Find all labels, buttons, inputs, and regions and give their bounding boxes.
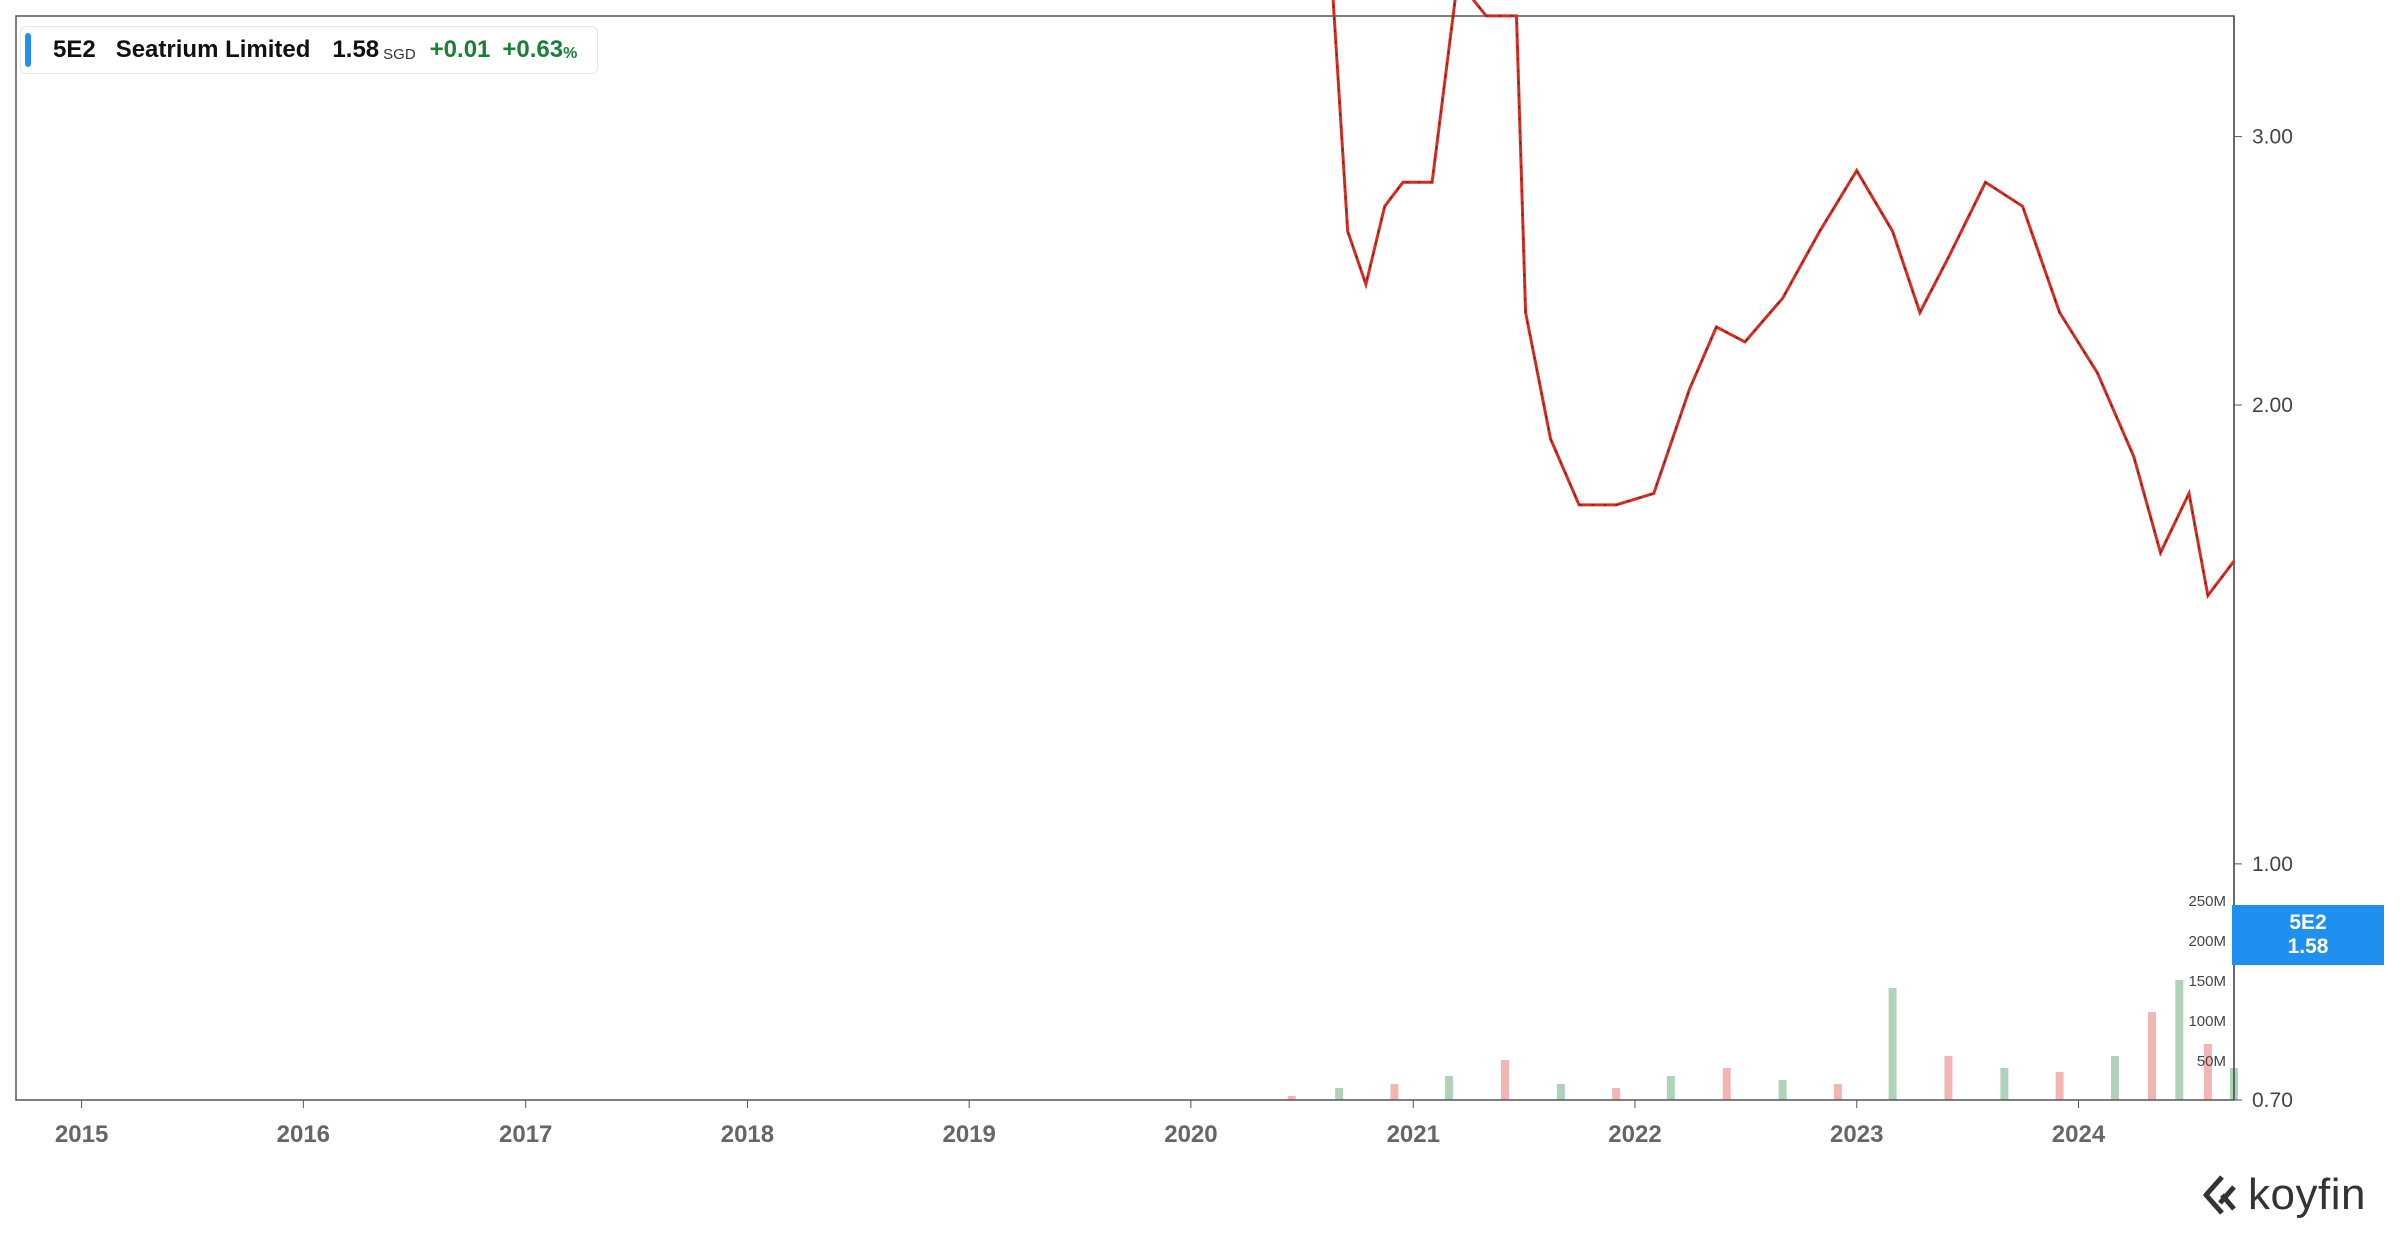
volume-bar xyxy=(1335,1088,1344,1100)
volume-bar xyxy=(1722,1068,1731,1100)
x-tick-label: 2023 xyxy=(1830,1121,1883,1148)
volume-bar xyxy=(1888,988,1897,1100)
volume-tick-label: 150M xyxy=(2188,973,2226,990)
volume-bar xyxy=(1500,1060,1509,1100)
percent-sign: % xyxy=(563,45,578,62)
volume-bars xyxy=(1287,980,2238,1100)
volume-bar xyxy=(1556,1084,1565,1100)
volume-bar xyxy=(1612,1088,1621,1100)
y-axis-ticks: 125.0090.0055.0040.0025.0018.0013.008.00… xyxy=(2234,126,2293,1112)
x-tick-label: 2021 xyxy=(1387,1121,1440,1148)
volume-bar xyxy=(2147,1012,2156,1100)
volume-tick-label: 200M xyxy=(2188,933,2226,950)
koyfin-wordmark: koyfin xyxy=(2248,1170,2366,1219)
percent-change: +0.63 xyxy=(502,36,564,63)
y-tick-label: 2.00 xyxy=(2252,394,2293,417)
koyfin-logo[interactable]: koyfin xyxy=(2200,1170,2366,1220)
last-price: 1.58 xyxy=(332,36,380,63)
currency: SGD xyxy=(383,45,416,63)
price-series-shadow xyxy=(1332,0,2235,597)
volume-bar xyxy=(1666,1076,1675,1100)
volume-bar xyxy=(1390,1084,1399,1100)
x-tick-label: 2024 xyxy=(2052,1121,2106,1148)
volume-bar xyxy=(1833,1084,1842,1100)
y-tick-label: 1.00 xyxy=(2252,853,2293,876)
plot-frame xyxy=(15,15,2235,1101)
x-tick-label: 2015 xyxy=(55,1121,108,1148)
x-tick-label: 2017 xyxy=(499,1121,552,1148)
volume-bar xyxy=(1944,1056,1953,1100)
volume-axis-ticks: 250M 200M 150M 100M 50M xyxy=(2188,893,2226,1070)
last-price-badge: 5E2 1.58 xyxy=(2232,905,2384,965)
volume-bar xyxy=(1287,1096,1296,1100)
company-name: Seatrium Limited xyxy=(115,36,311,63)
volume-bar xyxy=(1778,1080,1787,1100)
x-axis-ticks: 2015 2016 2017 2018 2019 2020 2021 2022 2023 2024 xyxy=(55,1100,2106,1148)
x-tick-label: 2016 xyxy=(277,1121,330,1148)
x-tick-label: 2020 xyxy=(1164,1121,1217,1148)
volume-bar xyxy=(2175,980,2184,1100)
volume-bar xyxy=(2230,1068,2238,1100)
y-tick-label: 0.70 xyxy=(2252,1089,2293,1112)
volume-bar xyxy=(2110,1056,2119,1100)
volume-bar xyxy=(2055,1072,2064,1100)
x-tick-label: 2022 xyxy=(1608,1121,1661,1148)
volume-tick-label: 100M xyxy=(2188,1013,2226,1030)
volume-bar xyxy=(1445,1076,1454,1100)
volume-tick-label: 250M xyxy=(2188,893,2226,910)
ticker-accent-bar xyxy=(25,33,31,67)
volume-bar xyxy=(2203,1044,2212,1100)
volume-bar xyxy=(2000,1068,2009,1100)
x-tick-label: 2018 xyxy=(721,1121,774,1148)
koyfin-logo-icon xyxy=(2203,1175,2236,1215)
price-change: +0.01 xyxy=(429,36,491,63)
x-tick-label: 2019 xyxy=(942,1121,995,1148)
badge-symbol: 5E2 xyxy=(2289,911,2327,934)
volume-tick-label: 50M xyxy=(2197,1053,2226,1070)
ticker-header[interactable]: 5E2 Seatrium Limited 1.58 SGD +0.01 +0.6… xyxy=(20,26,599,74)
y-tick-label: 3.00 xyxy=(2252,126,2293,149)
ticker-symbol: 5E2 xyxy=(53,36,96,63)
price-series-line xyxy=(1331,0,2236,600)
badge-price: 1.58 xyxy=(2287,935,2329,958)
